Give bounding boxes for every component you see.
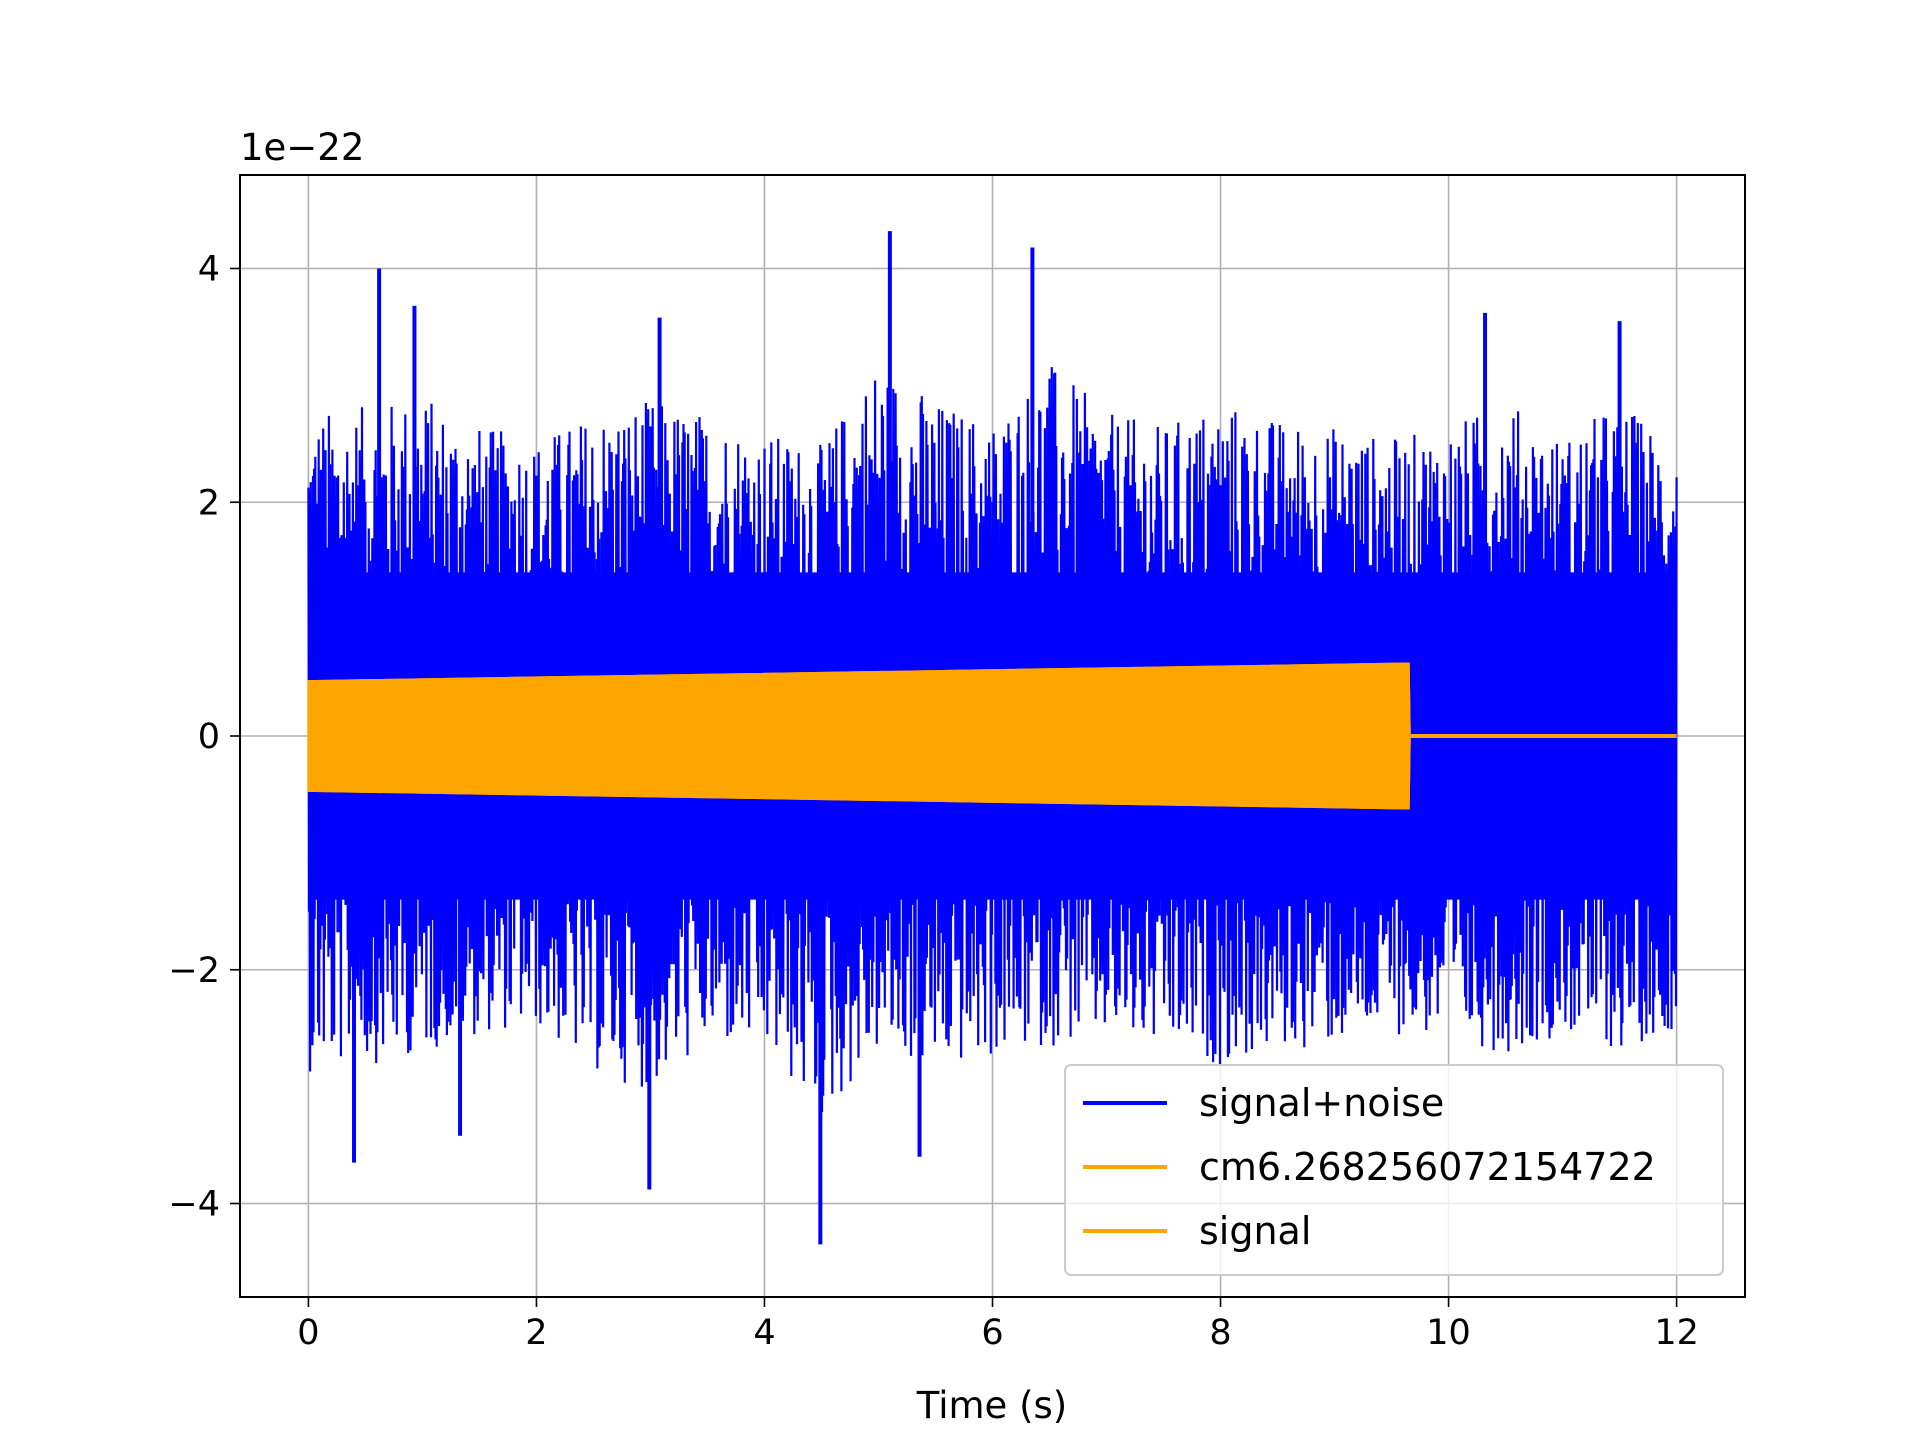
series-signal-noise-line [307,367,1678,1113]
y-offset-label: 1e−22 [240,126,364,169]
legend-label: signal [1199,1209,1311,1253]
legend-label: cm6.268256072154722 [1199,1145,1656,1189]
x-axis-label: Time (s) [916,1384,1067,1427]
y-tick-label: 4 [198,250,220,290]
y-tick-label: 2 [198,483,220,523]
y-tick-label: −2 [168,951,220,991]
legend: signal+noise cm6.268256072154722 signal [1064,1064,1724,1276]
legend-label: signal+noise [1199,1081,1444,1125]
x-tick-label: 2 [525,1313,547,1353]
x-tick-label: 0 [297,1313,319,1353]
x-tick-label: 10 [1426,1313,1471,1353]
x-tick-label: 4 [753,1313,775,1353]
x-tick-label: 6 [981,1313,1003,1353]
y-tick-label: 0 [198,717,220,757]
y-tick-label: −4 [168,1185,220,1225]
axes: 0 2 4 6 8 10 12 4 2 0 −2 −4 [168,250,1698,1354]
plot-area [307,231,1678,1245]
legend-box [1064,1064,1724,1276]
x-tick-label: 12 [1654,1313,1699,1353]
x-tick-label: 8 [1209,1313,1231,1353]
